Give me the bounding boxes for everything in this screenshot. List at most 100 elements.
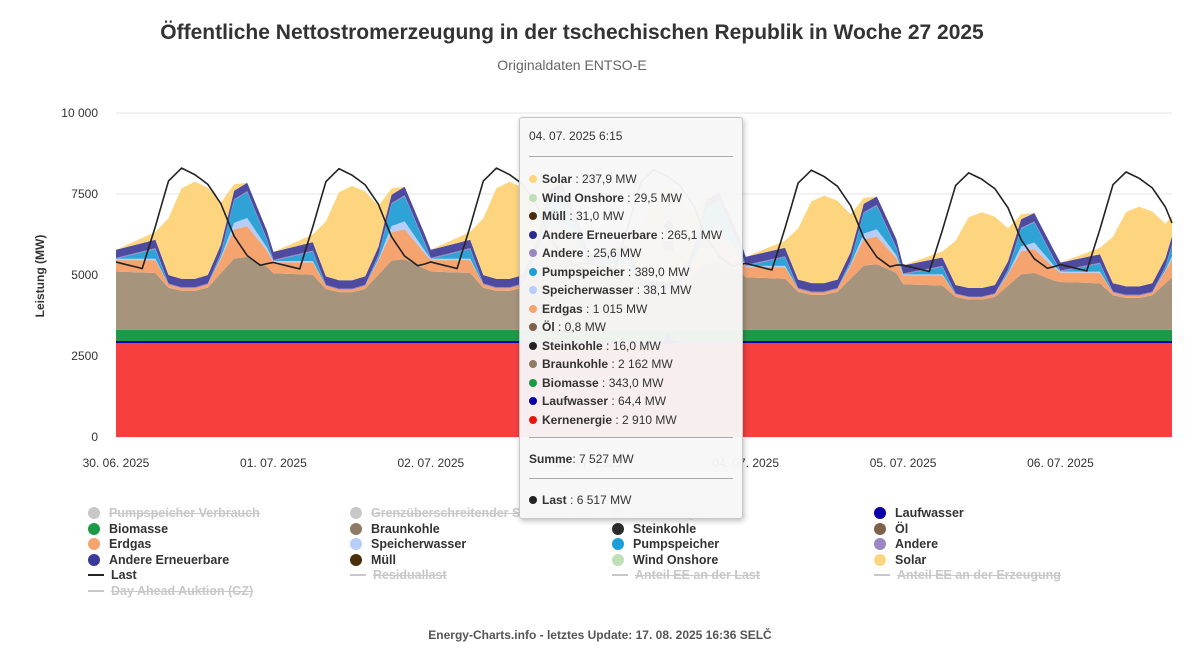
tooltip-row: Steinkohle : 16,0 MW — [529, 339, 661, 353]
tooltip-dot — [529, 341, 537, 350]
legend-item[interactable]: Anteil EE an der Last — [612, 568, 760, 582]
tooltip-dot — [529, 267, 537, 276]
legend-item[interactable]: Andere — [874, 537, 938, 551]
tooltip-row-value: : 31,0 MW — [566, 209, 625, 223]
tooltip-row-value: : 1 015 MW — [582, 301, 648, 316]
tooltip-row-value: : 265,1 MW — [657, 227, 723, 242]
x-tick-label: 05. 07. 2025 — [870, 456, 937, 470]
legend-symbol-icon — [350, 553, 362, 566]
legend-item[interactable]: Andere Erneuerbare — [88, 553, 229, 567]
legend-symbol-icon — [612, 522, 624, 535]
tooltip-row-value: : 29,5 MW — [623, 190, 682, 205]
legend-symbol-icon — [88, 522, 100, 535]
tooltip-row-label: Laufwasser — [542, 394, 609, 408]
legend-item[interactable]: Speicherwasser — [350, 537, 466, 551]
x-tick-label: 30. 06. 2025 — [83, 456, 150, 470]
tooltip-row-label: Steinkohle — [542, 338, 603, 353]
tooltip-dot — [529, 175, 537, 183]
legend-label: Müll — [371, 552, 396, 567]
tooltip-dot — [529, 304, 537, 313]
tooltip-row-label: Speicherwasser — [542, 283, 634, 297]
tooltip-row-label: Biomasse — [542, 375, 599, 390]
tooltip-row: Andere Erneuerbare : 265,1 MW — [529, 228, 722, 242]
y-tick-label: 7500 — [71, 187, 98, 201]
chart-subtitle: Originaldaten ENTSO-E — [497, 57, 646, 73]
tooltip-row-value: : 2 910 MW — [612, 412, 677, 427]
y-tick-label: 10 000 — [61, 106, 98, 120]
legend-item[interactable]: Braunkohle — [350, 522, 440, 536]
legend-item[interactable]: Müll — [350, 553, 396, 567]
tooltip-row-value: : 343,0 MW — [598, 375, 664, 390]
legend-item[interactable]: Öl — [874, 522, 908, 536]
legend-item[interactable]: Day Ahead Auktion (CZ) — [88, 584, 253, 598]
tooltip-row-label: Braunkohle — [542, 357, 609, 371]
legend-item[interactable]: Residuallast — [350, 568, 447, 582]
tooltip-row: Solar : 237,9 MW — [529, 172, 637, 186]
legend-label: Day Ahead Auktion (CZ) — [111, 583, 254, 598]
x-tick-label: 02. 07. 2025 — [397, 456, 464, 470]
legend-item[interactable]: Solar — [874, 553, 926, 567]
legend-label: Last — [111, 568, 137, 582]
legend-label: Erdgas — [109, 537, 152, 551]
legend-item[interactable]: Pumpspeicher Verbrauch — [88, 506, 260, 520]
legend-label: Pumpspeicher — [633, 537, 720, 551]
tooltip-dot — [529, 212, 537, 220]
tooltip-row-label: Kernenergie — [542, 412, 613, 427]
legend-symbol-icon — [88, 589, 104, 592]
chart-title: Öffentliche Nettostromerzeugung in der t… — [160, 21, 984, 44]
legend-item[interactable]: Anteil EE an der Erzeugung — [874, 568, 1061, 582]
legend-label: Braunkohle — [371, 521, 440, 536]
legend-item[interactable]: Last — [88, 568, 137, 582]
tooltip-row-label: Öl — [542, 320, 555, 334]
tooltip-row: Speicherwasser : 38,1 MW — [529, 283, 691, 297]
tooltip-dot — [529, 323, 537, 331]
legend-label: Solar — [895, 552, 927, 567]
legend-symbol-icon — [350, 522, 362, 535]
legend-symbol-icon — [88, 574, 104, 576]
tooltip-dot — [529, 415, 537, 424]
tooltip-divider — [529, 478, 733, 479]
area-andere-erneuerbare — [116, 182, 1172, 297]
tooltip-dot — [529, 397, 537, 405]
area-erdgas — [116, 226, 1172, 300]
tooltip-row-label: Andere Erneuerbare — [542, 227, 658, 242]
y-tick-label: 0 — [91, 430, 98, 444]
legend-item[interactable]: Laufwasser — [874, 506, 964, 520]
chart-tooltip: 04. 07. 2025 6:15 Solar : 237,9 MW Wind O… — [519, 117, 743, 519]
legend-item[interactable]: Steinkohle — [612, 522, 696, 536]
legend-label: Anteil EE an der Erzeugung — [897, 568, 1061, 582]
legend-label: Wind Onshore — [633, 552, 719, 567]
legend-item[interactable]: Biomasse — [88, 522, 168, 536]
legend-item[interactable]: Erdgas — [88, 537, 151, 551]
legend-label: Biomasse — [109, 521, 169, 536]
legend-symbol-icon — [874, 553, 886, 566]
tooltip-row: Andere : 25,6 MW — [529, 246, 641, 260]
tooltip-row: Laufwasser : 64,4 MW — [529, 394, 666, 408]
legend-symbol-icon — [88, 538, 100, 550]
legend-label: Speicherwasser — [371, 537, 467, 551]
x-tick-label: 01. 07. 2025 — [240, 456, 307, 470]
x-tick-label: 06. 07. 2025 — [1027, 456, 1094, 470]
tooltip-dot — [529, 378, 537, 387]
legend-symbol-icon — [88, 507, 100, 519]
tooltip-dot — [529, 286, 537, 294]
legend-label: Anteil EE an der Last — [635, 568, 761, 582]
tooltip-sum: Summe: 7 527 MW — [529, 452, 634, 466]
legend-symbol-icon — [350, 507, 362, 519]
y-axis-label: Leistung (MW) — [33, 235, 47, 318]
legend-label: Andere Erneuerbare — [109, 552, 230, 567]
tooltip-row-label: Müll — [542, 209, 566, 223]
tooltip-row-value: : 38,1 MW — [633, 283, 692, 297]
legend-item[interactable]: Pumpspeicher — [612, 537, 719, 551]
tooltip-row-label: Wind Onshore — [542, 190, 624, 205]
tooltip-last: Last : 6 517 MW — [529, 493, 631, 507]
legend-item[interactable]: Wind Onshore — [612, 553, 718, 567]
legend-symbol-icon — [874, 574, 890, 576]
footer-update-text: Energy-Charts.info - letztes Update: 17.… — [428, 628, 772, 642]
tooltip-divider — [529, 156, 733, 157]
tooltip-row-value: : 0,8 MW — [554, 320, 607, 334]
tooltip-row-label: Erdgas — [542, 301, 583, 316]
y-axis-ticks: 10 000 7500 5000 2500 0 — [61, 106, 98, 444]
tooltip-row-value: : 389,0 MW — [624, 264, 690, 279]
legend-symbol-icon — [874, 538, 886, 550]
